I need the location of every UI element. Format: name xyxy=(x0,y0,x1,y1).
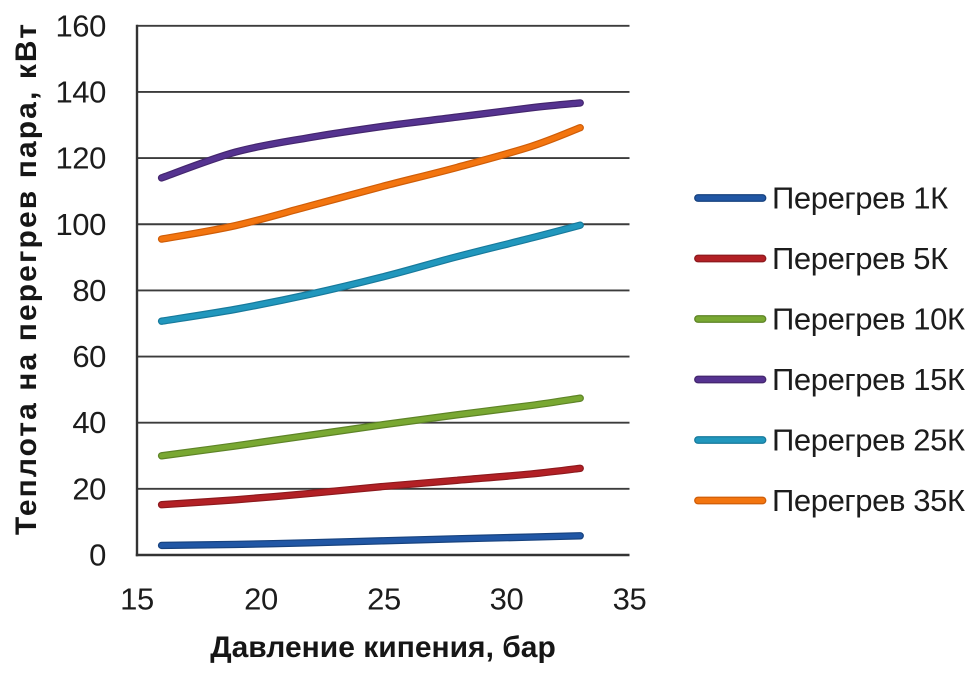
svg-text:Теплота на перегрев пара, кВт: Теплота на перегрев пара, кВт xyxy=(10,22,43,535)
svg-text:140: 140 xyxy=(55,75,106,110)
svg-text:Перегрев 10К: Перегрев 10К xyxy=(772,302,965,337)
svg-text:60: 60 xyxy=(72,339,106,374)
svg-text:120: 120 xyxy=(55,141,106,176)
svg-text:100: 100 xyxy=(55,207,106,242)
svg-text:Перегрев 15К: Перегрев 15К xyxy=(772,362,965,397)
svg-text:35: 35 xyxy=(613,582,647,617)
svg-text:20: 20 xyxy=(244,582,278,617)
svg-text:160: 160 xyxy=(55,8,106,43)
svg-text:Перегрев 5К: Перегрев 5К xyxy=(772,241,948,276)
svg-text:Перегрев 35К: Перегрев 35К xyxy=(772,483,965,518)
svg-text:20: 20 xyxy=(72,471,106,506)
svg-text:Перегрев 25К: Перегрев 25К xyxy=(772,423,965,458)
svg-text:30: 30 xyxy=(490,582,524,617)
svg-text:Перегрев 1К: Перегрев 1К xyxy=(772,181,948,216)
svg-text:0: 0 xyxy=(89,538,106,573)
svg-text:80: 80 xyxy=(72,273,106,308)
svg-text:40: 40 xyxy=(72,405,106,440)
svg-text:Давление кипения, бар: Давление кипения, бар xyxy=(210,631,556,664)
svg-text:15: 15 xyxy=(120,582,154,617)
svg-text:25: 25 xyxy=(367,582,401,617)
